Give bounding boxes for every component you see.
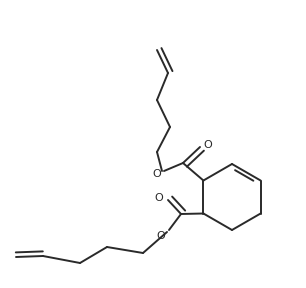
Text: O: O <box>203 140 212 150</box>
Text: O: O <box>155 193 163 203</box>
Text: O: O <box>153 169 161 179</box>
Text: O: O <box>157 231 165 241</box>
